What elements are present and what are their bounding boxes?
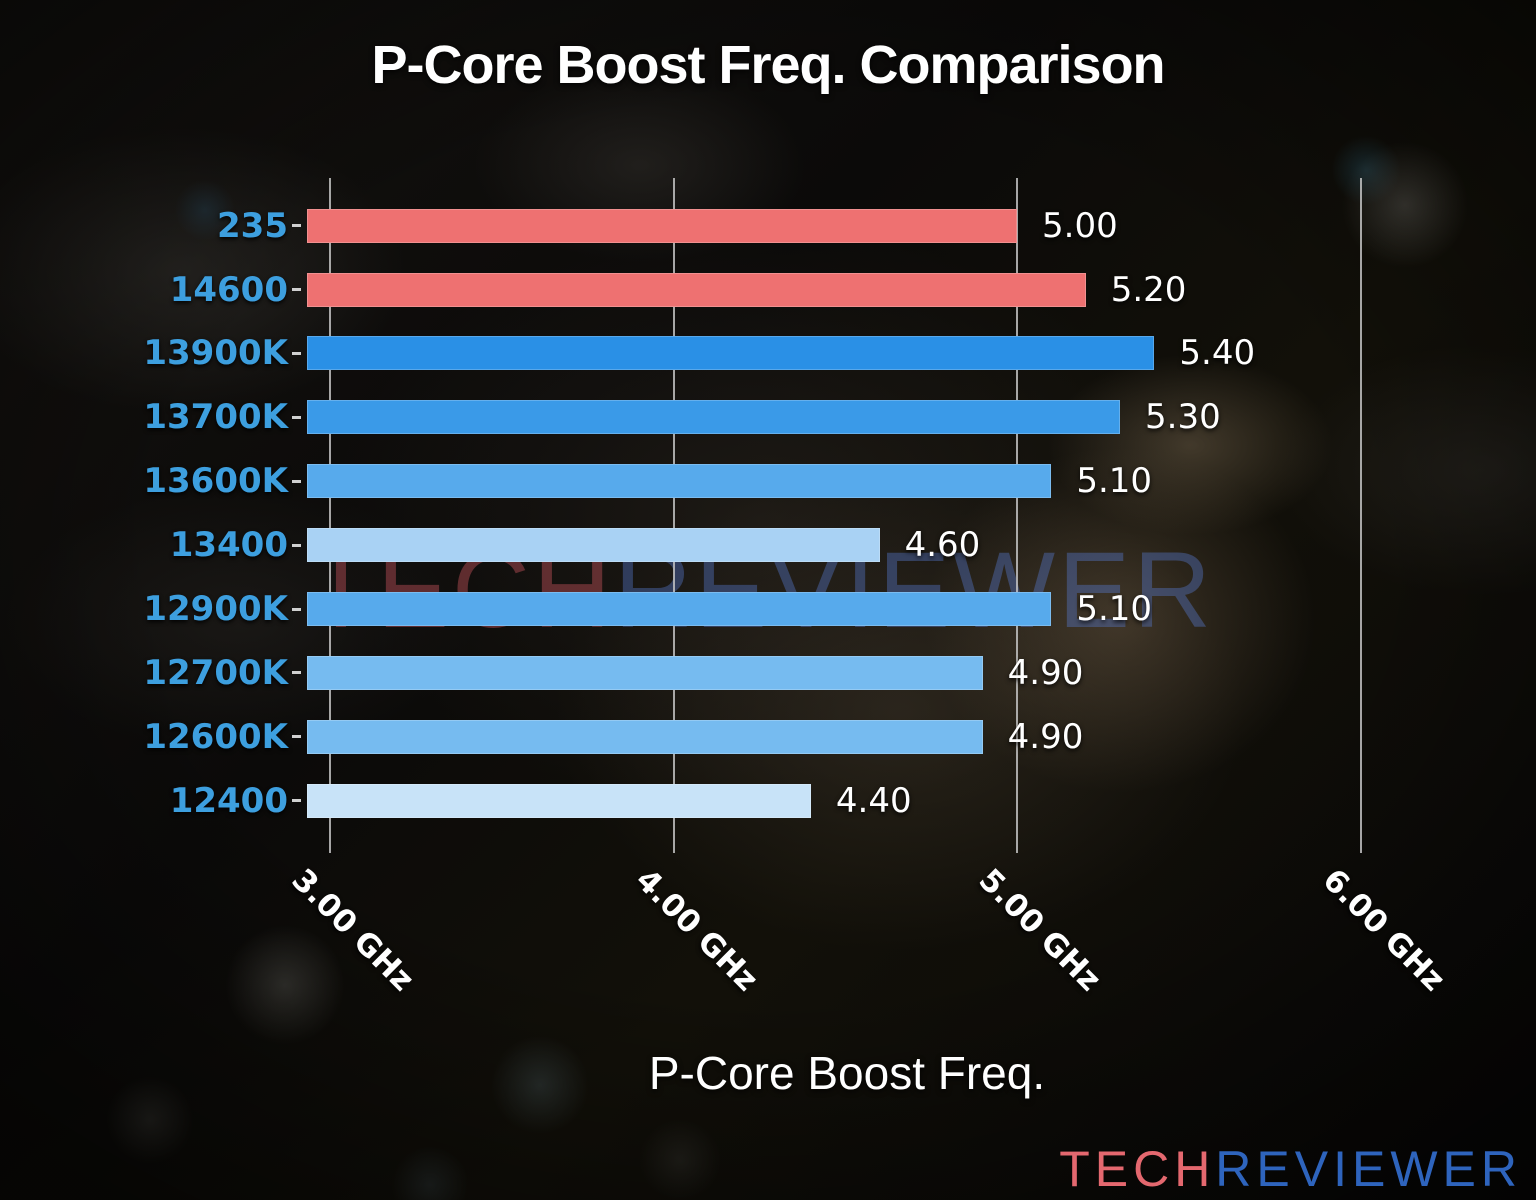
y-axis-label-13400: 13400 [169,525,288,566]
y-tick-mark [292,735,301,739]
gridline-6.00-ghz [1359,178,1362,853]
value-label-13900k: 5.40 [1179,333,1256,374]
bar-12600k [307,719,983,754]
bar-13600k [307,464,1052,499]
bar-13900k [307,336,1155,371]
value-label-13400: 4.60 [904,525,981,566]
y-tick-mark [292,543,301,547]
y-tick-mark [292,224,301,228]
y-tick-mark [292,607,301,611]
y-tick-mark [292,415,301,419]
value-label-13700k: 5.30 [1145,397,1221,438]
y-axis-label-12700k: 12700K [143,652,288,693]
y-axis-label-13600k: 13600K [143,461,288,502]
y-axis-label-12900k: 12900K [143,589,288,629]
gridline-4.00-ghz [672,178,675,853]
bar-14600 [307,272,1086,307]
x-axis-title: P-Core Boost Freq. [648,1047,1046,1099]
value-label-12900k: 5.10 [1076,589,1153,629]
y-axis-label-12400: 12400 [169,780,288,821]
value-label-12700k: 4.90 [1007,652,1084,693]
y-tick-mark [292,479,301,483]
y-axis-label-13700k: 13700K [143,397,288,438]
value-label-12600k: 4.90 [1007,716,1084,757]
bar-235 [307,208,1017,243]
footer-tech-text: TECH [1059,1141,1216,1197]
value-label-235: 5.00 [1042,205,1118,246]
y-tick-mark [292,351,301,355]
watermark-footer: TECHREVIEWER [1059,1144,1522,1194]
y-axis-label-12600k: 12600K [143,716,288,757]
y-axis-label-235: 235 [217,205,288,246]
gridline-3.00-ghz [329,178,331,853]
bar-13400 [307,528,880,563]
y-axis-label-14600: 14600 [169,269,288,310]
bar-12700k [307,655,983,690]
value-label-14600: 5.20 [1110,269,1187,310]
chart-title: P-Core Boost Freq. Comparison [371,35,1165,95]
y-tick-mark [292,799,301,803]
gridline-5.00-ghz [1016,178,1018,853]
y-axis-label-13900k: 13900K [143,333,288,374]
bar-12400 [307,783,811,818]
value-label-13600k: 5.10 [1076,461,1153,502]
bar-13700k [307,400,1121,435]
y-tick-mark [292,671,301,675]
y-tick-mark [292,288,301,291]
value-label-12400: 4.40 [835,780,912,821]
bar-12900k [307,592,1052,626]
footer-reviewer-text: REVIEWER [1215,1141,1522,1197]
